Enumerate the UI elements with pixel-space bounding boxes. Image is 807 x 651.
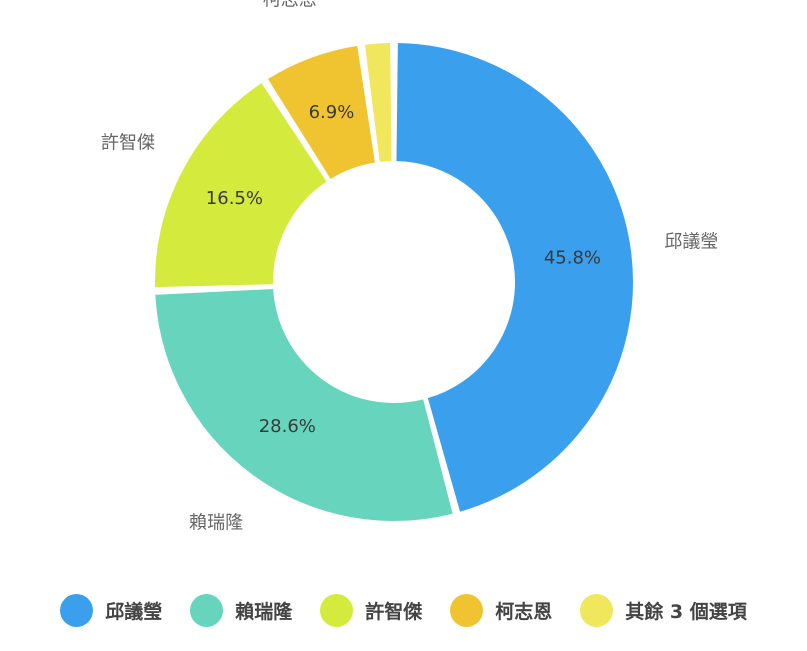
chart-legend: 邱議瑩 賴瑞隆 許智傑 柯志恩 其餘 3 個選項: [0, 588, 807, 632]
legend-label-xu: 許智傑: [365, 600, 423, 623]
legend-item-ke[interactable]: 柯志恩: [450, 593, 553, 627]
legend-swatch-ke: [450, 593, 484, 627]
outer-label-qiu: 邱議瑩: [664, 232, 718, 253]
legend-label-others: 其餘 3 個選項: [625, 600, 747, 623]
legend-swatch-others: [580, 593, 614, 627]
slice-3[interactable]: [265, 43, 378, 182]
legend-label-lai: 賴瑞隆: [235, 600, 293, 623]
slice-2[interactable]: [153, 80, 330, 290]
legend-swatch-lai: [190, 593, 224, 627]
legend-swatch-qiu: [60, 593, 94, 627]
outer-label-lai: 賴瑞隆: [189, 513, 243, 534]
slice-value-label-2: 16.5%: [206, 188, 263, 209]
slice-4[interactable]: [362, 41, 394, 165]
slice-value-label-3: 6.9%: [309, 102, 355, 123]
legend-label-ke: 柯志恩: [495, 600, 553, 623]
legend-swatch-xu: [320, 593, 354, 627]
slice-0[interactable]: [394, 41, 635, 515]
legend-item-xu[interactable]: 許智傑: [320, 593, 423, 627]
outer-label-xu: 許智傑: [101, 132, 155, 153]
outer-label-ke: 柯志恩: [263, 0, 317, 11]
legend-label-qiu: 邱議瑩: [105, 600, 163, 623]
slice-value-label-1: 28.6%: [259, 416, 316, 437]
legend-item-lai[interactable]: 賴瑞隆: [190, 593, 293, 627]
legend-item-qiu[interactable]: 邱議瑩: [60, 593, 163, 627]
slice-value-label-0: 45.8%: [544, 247, 601, 268]
slice-1[interactable]: [153, 286, 456, 523]
donut-chart-svg: 45.8% 邱議瑩 28.6% 賴瑞隆 16.5% 許智傑 6.9% 柯志恩: [101, 0, 718, 534]
legend-item-others[interactable]: 其餘 3 個選項: [580, 593, 747, 627]
